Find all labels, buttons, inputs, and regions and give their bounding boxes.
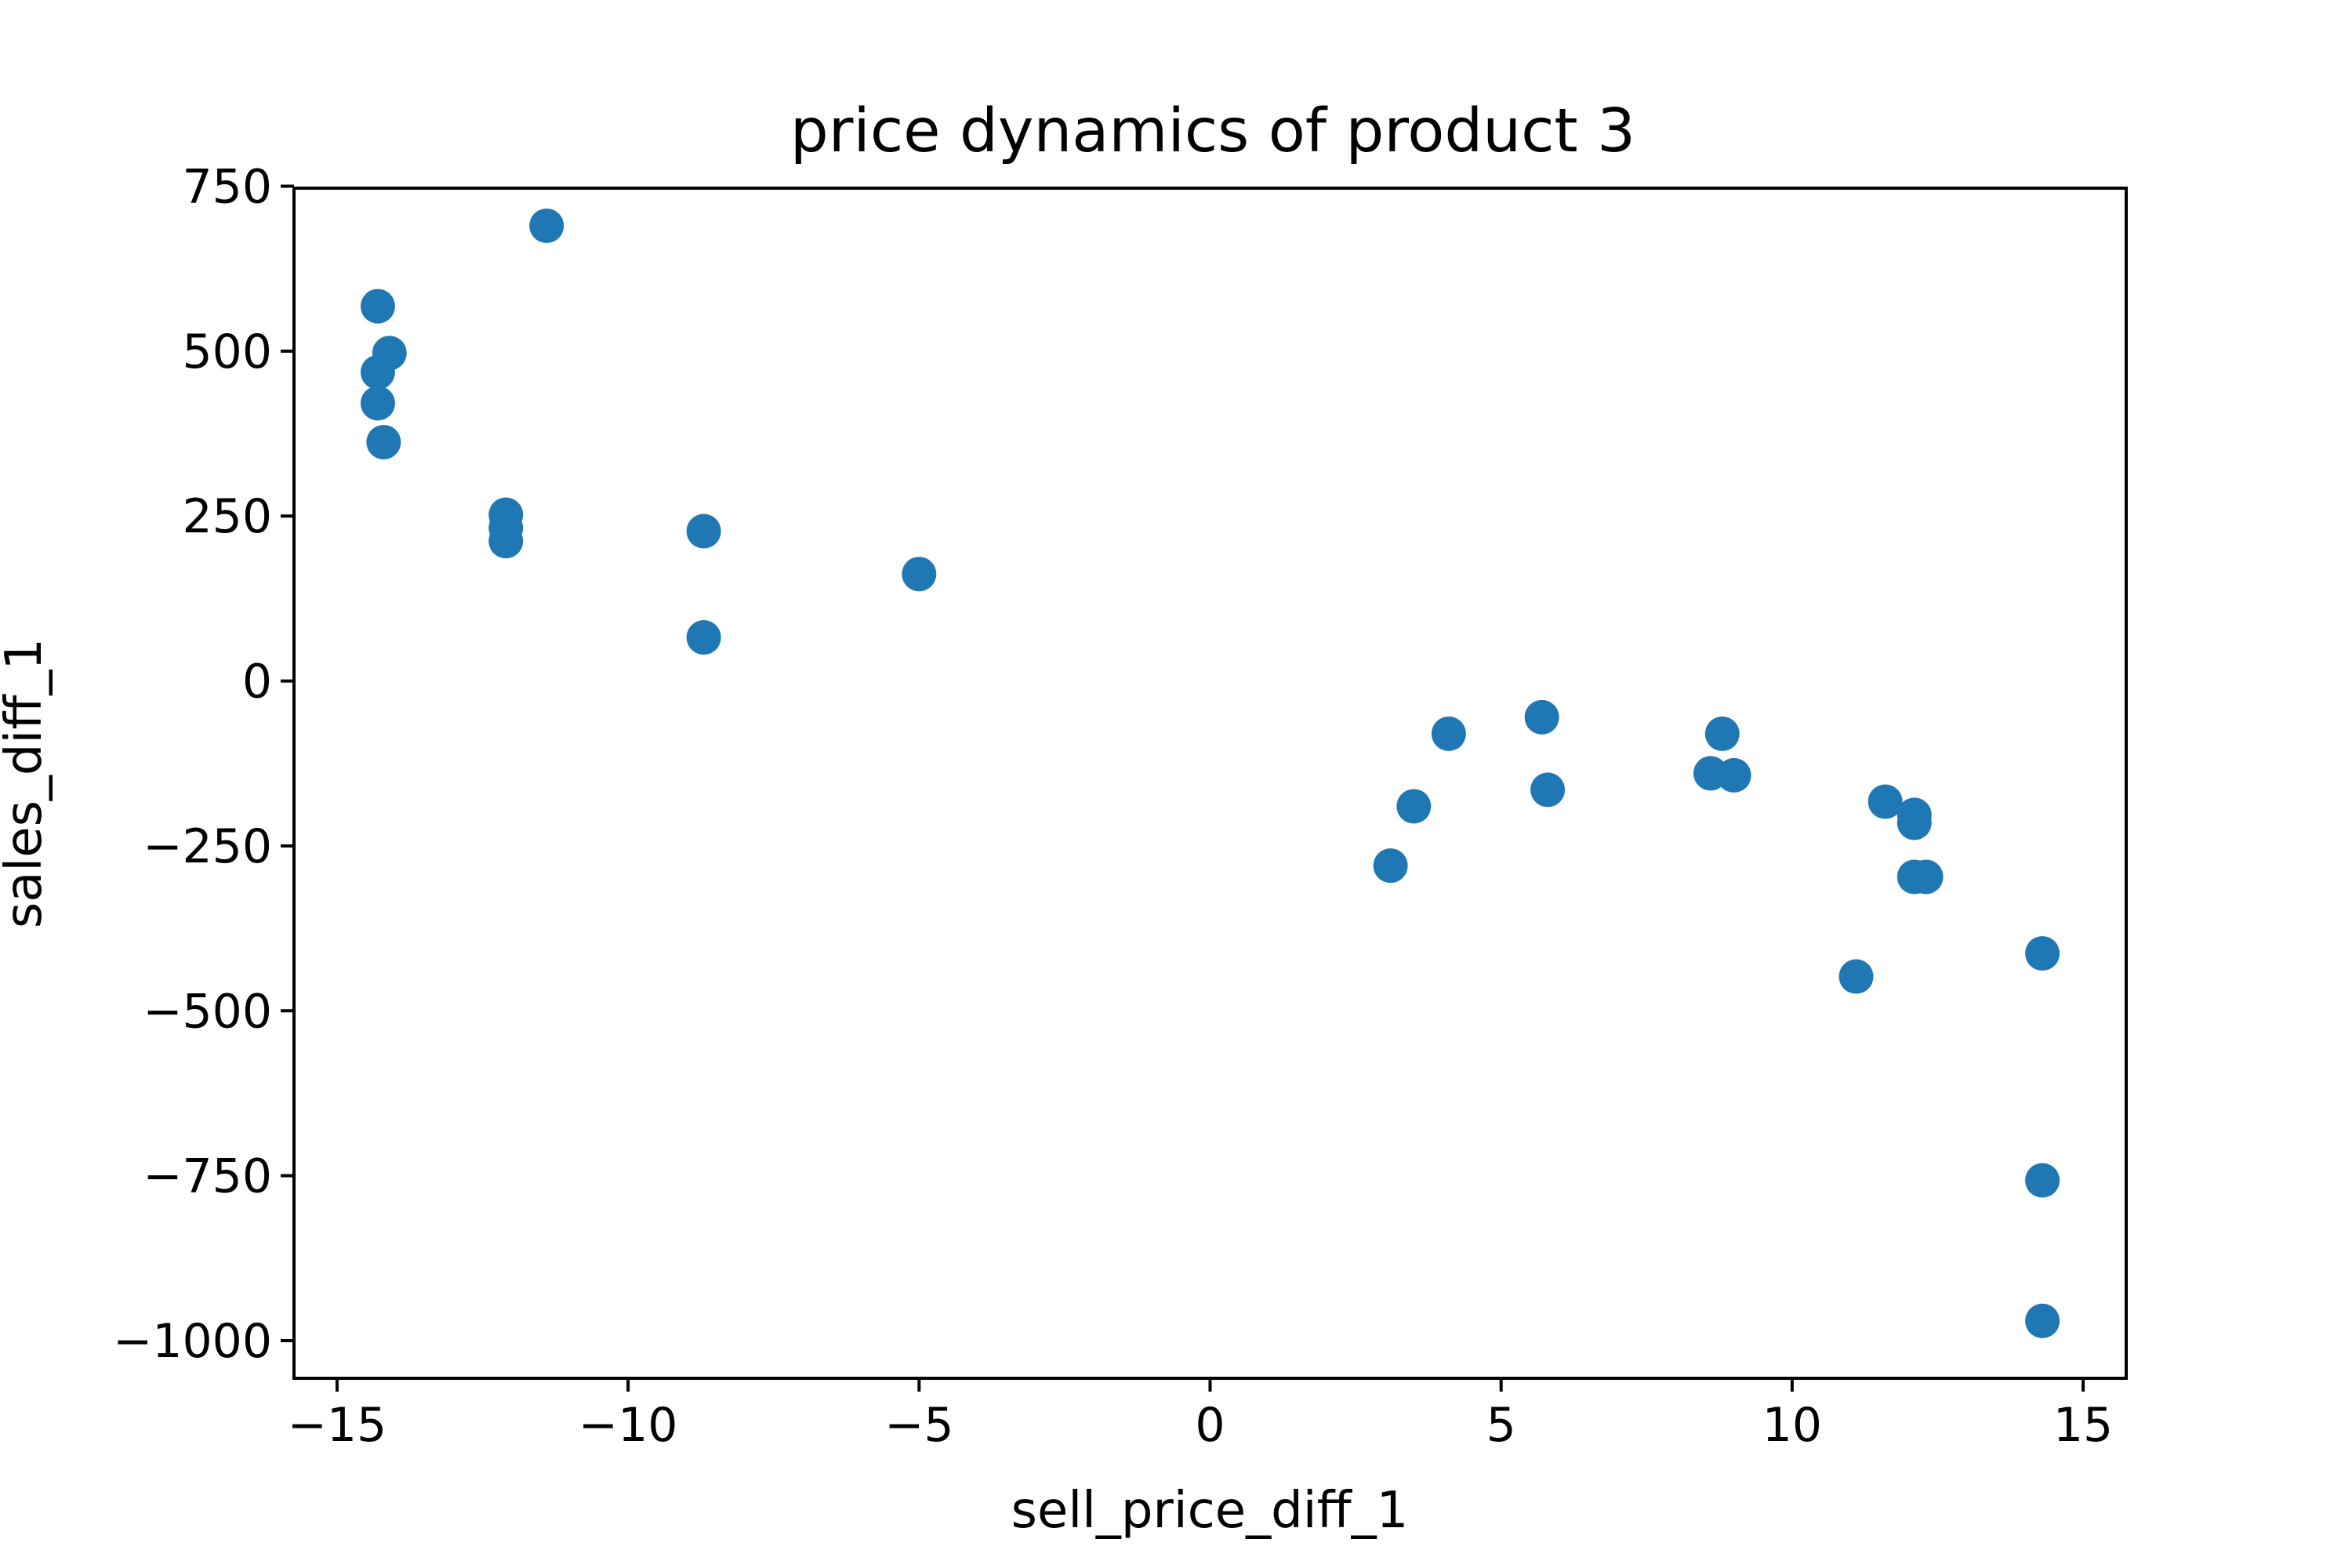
x-tick-label: 10 xyxy=(1762,1398,1822,1453)
data-point xyxy=(366,424,401,459)
y-axis-label: sales_diff_1 xyxy=(0,638,53,928)
x-axis-label: sell_price_diff_1 xyxy=(1011,1482,1409,1540)
data-point xyxy=(1896,805,1932,840)
data-point xyxy=(360,289,395,324)
data-points xyxy=(360,208,2060,1338)
data-point xyxy=(1908,859,1944,895)
y-tick-label: −250 xyxy=(143,819,272,874)
data-point xyxy=(2025,936,2060,971)
data-point xyxy=(2025,1303,2060,1338)
y-tick-label: −500 xyxy=(143,984,272,1039)
data-point xyxy=(488,524,524,559)
y-tick-label: −750 xyxy=(143,1149,272,1204)
data-point xyxy=(1716,757,1751,793)
data-point xyxy=(360,354,395,390)
data-point xyxy=(360,386,395,421)
y-tick-label: −1000 xyxy=(113,1314,272,1369)
data-point xyxy=(1704,716,1740,751)
y-axis-ticks: 750 500 250 0 −250 −500 −750 −1000 xyxy=(113,159,294,1369)
data-point xyxy=(1867,784,1903,819)
x-tick-label: −5 xyxy=(884,1398,953,1453)
y-tick-label: 500 xyxy=(182,325,272,379)
y-tick-label: 0 xyxy=(242,655,272,710)
x-tick-label: −10 xyxy=(579,1398,678,1453)
x-tick-label: 15 xyxy=(2053,1398,2113,1453)
data-point xyxy=(1396,789,1432,824)
data-point xyxy=(1838,959,1874,994)
data-point xyxy=(529,208,564,243)
y-tick-label: 250 xyxy=(182,489,272,544)
data-point xyxy=(1524,699,1559,735)
data-point xyxy=(2025,1163,2060,1198)
chart-title: price dynamics of product 3 xyxy=(790,96,1635,166)
x-tick-label: 0 xyxy=(1195,1398,1225,1453)
x-tick-label: −15 xyxy=(288,1398,387,1453)
data-point xyxy=(1373,848,1408,884)
data-point xyxy=(1431,716,1466,751)
x-tick-label: 5 xyxy=(1486,1398,1516,1453)
data-point xyxy=(686,620,721,655)
data-point xyxy=(1530,772,1566,808)
data-point xyxy=(902,557,937,592)
y-tick-label: 750 xyxy=(182,159,272,214)
x-axis-ticks: −15 −10 −5 0 5 10 15 xyxy=(288,1378,2113,1453)
data-point xyxy=(686,514,721,549)
plot-frame xyxy=(292,187,2128,1380)
